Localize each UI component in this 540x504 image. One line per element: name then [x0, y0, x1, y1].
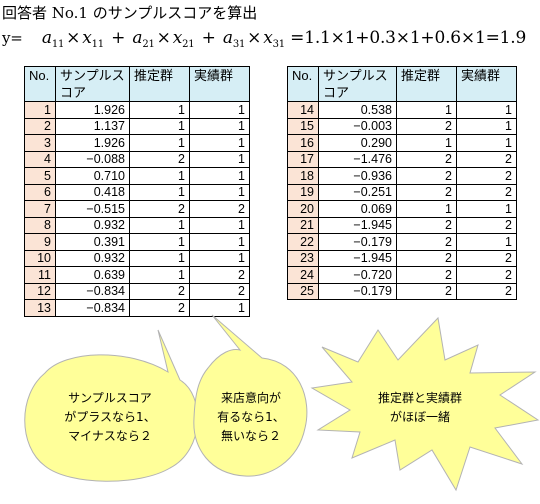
header-actual-group: 実績群 — [456, 66, 517, 102]
cell-no: 10 — [24, 249, 56, 267]
header-estimated-group: 推定群 — [396, 66, 457, 102]
formula-term-2: a21 × x21 — [132, 28, 195, 50]
callout-line: 推定群と実績群 — [377, 391, 462, 405]
cell-no: 16 — [287, 134, 319, 152]
table-row: 20 0.069 1 1 — [287, 200, 517, 218]
table-row: 25 −0.179 2 2 — [287, 282, 517, 300]
cell-sample-score: 1.926 — [55, 101, 130, 119]
header-sample-score: サンプルスコア — [55, 66, 130, 102]
table-row: 13 −0.834 2 1 — [24, 299, 250, 317]
formula-plus: + — [111, 28, 126, 48]
table-row: 2 1.137 1 1 — [24, 117, 250, 135]
cell-no: 1 — [24, 101, 56, 119]
callout-burst-groups-match — [310, 316, 540, 492]
callout-line: 無いなら２ — [220, 429, 281, 443]
callout-text-groups-match: 推定群と実績群 がほぼ一緒 — [350, 389, 490, 427]
cell-sample-score: −0.251 — [318, 183, 397, 201]
formula-label: y= — [2, 29, 23, 47]
cell-sample-score: 0.710 — [55, 167, 130, 185]
callout-text-score-sign: サンプルスコア がプラスなら1、 マイナスなら２ — [40, 389, 180, 446]
table-row: 23 −1.945 2 2 — [287, 249, 517, 267]
table-row: 12 −0.834 2 2 — [24, 282, 250, 300]
formula: y= a11 × x11 + a21 × x21 + a31 × x31 =1.1×1+0.… — [2, 28, 526, 50]
callout-line: 来店意向が — [220, 391, 281, 405]
cell-sample-score: −0.515 — [55, 200, 130, 218]
cell-sample-score: −0.179 — [318, 282, 397, 300]
table-row: 24 −0.720 2 2 — [287, 266, 517, 284]
callout-line: がほぼ一緒 — [389, 410, 450, 424]
cell-no: 3 — [24, 134, 56, 152]
table-row: 1 1.926 1 1 — [24, 101, 250, 119]
table-row: 8 0.932 1 1 — [24, 216, 250, 234]
callout-bubble-score-sign — [24, 329, 199, 482]
formula-term-1: a11 × x11 — [41, 28, 104, 50]
table-row: 21 −1.945 2 2 — [287, 216, 517, 234]
table-row: 10 0.932 1 1 — [24, 249, 250, 267]
formula-term-3: a31 × x31 — [222, 28, 285, 50]
cell-no: 6 — [24, 183, 56, 201]
score-table-right: No. サンプルスコア 推定群 実績群 14 0.538 1 1 15 −0.003 2 1 1… — [287, 66, 517, 300]
cell-no: 24 — [287, 266, 319, 284]
formula-result: =1.1×1+0.3×1+0.6×1=1.9 — [290, 28, 527, 48]
cell-actual-group: 1 — [189, 299, 250, 317]
cell-no: 9 — [24, 233, 56, 251]
table-row: 5 0.710 1 1 — [24, 167, 250, 185]
header-estimated-group: 推定群 — [129, 66, 190, 102]
header-no: No. — [24, 66, 56, 102]
table-header-row: No. サンプルスコア 推定群 実績群 — [24, 66, 250, 102]
table-row: 17 −1.476 2 2 — [287, 150, 517, 168]
cell-sample-score: −0.720 — [318, 266, 397, 284]
cell-no: 12 — [24, 282, 56, 300]
formula-plus: + — [201, 28, 216, 48]
table-row: 9 0.391 1 1 — [24, 233, 250, 251]
table-body: 1 1.926 1 1 2 1.137 1 1 3 1.926 1 1 4 −0.088 2 1 5 0.710 1… — [24, 101, 250, 317]
table-row: 7 −0.515 2 2 — [24, 200, 250, 218]
cell-no: 13 — [24, 299, 56, 317]
cell-estimated-group: 2 — [396, 282, 457, 300]
table-row: 22 −0.179 2 1 — [287, 233, 517, 251]
header-no: No. — [287, 66, 319, 102]
callout-bubble-visit-intent — [193, 314, 308, 477]
score-table-left: No. サンプルスコア 推定群 実績群 1 1.926 1 1 2 1.137 1 1 3 1.9… — [24, 66, 250, 317]
table-row: 6 0.418 1 1 — [24, 183, 250, 201]
table-header-row: No. サンプルスコア 推定群 実績群 — [287, 66, 517, 102]
cell-no: 7 — [24, 200, 56, 218]
callout-line: 有るなら1、 — [217, 410, 285, 424]
header-actual-group: 実績群 — [189, 66, 250, 102]
cell-no: 21 — [287, 216, 319, 234]
cell-no: 20 — [287, 200, 319, 218]
table-row: 3 1.926 1 1 — [24, 134, 250, 152]
cell-no: 2 — [24, 117, 56, 135]
cell-sample-score: −1.476 — [318, 150, 397, 168]
cell-sample-score: −0.179 — [318, 233, 397, 251]
callout-line: がプラスなら1、 — [64, 410, 156, 424]
table-row: 4 −0.088 2 1 — [24, 150, 250, 168]
header-sample-score: サンプルスコア — [318, 66, 397, 102]
cell-estimated-group: 2 — [129, 299, 190, 317]
table-row: 11 0.639 1 2 — [24, 266, 250, 284]
table-body: 14 0.538 1 1 15 −0.003 2 1 16 0.290 1 1 17 −1.476 2 2 18… — [287, 101, 517, 300]
cell-actual-group: 2 — [456, 282, 517, 300]
cell-no: 22 — [287, 233, 319, 251]
cell-sample-score: −0.834 — [55, 299, 130, 317]
cell-sample-score: 0.639 — [55, 266, 130, 284]
callout-text-visit-intent: 来店意向が 有るなら1、 無いなら２ — [196, 389, 306, 446]
callout-line: マイナスなら２ — [68, 429, 152, 443]
callout-line: サンプルスコア — [68, 391, 152, 405]
cell-sample-score: −0.936 — [318, 167, 397, 185]
page-heading: 回答者 No.1 のサンプルスコアを算出 — [2, 4, 258, 22]
cell-no: 19 — [287, 183, 319, 201]
cell-no: 8 — [24, 216, 56, 234]
